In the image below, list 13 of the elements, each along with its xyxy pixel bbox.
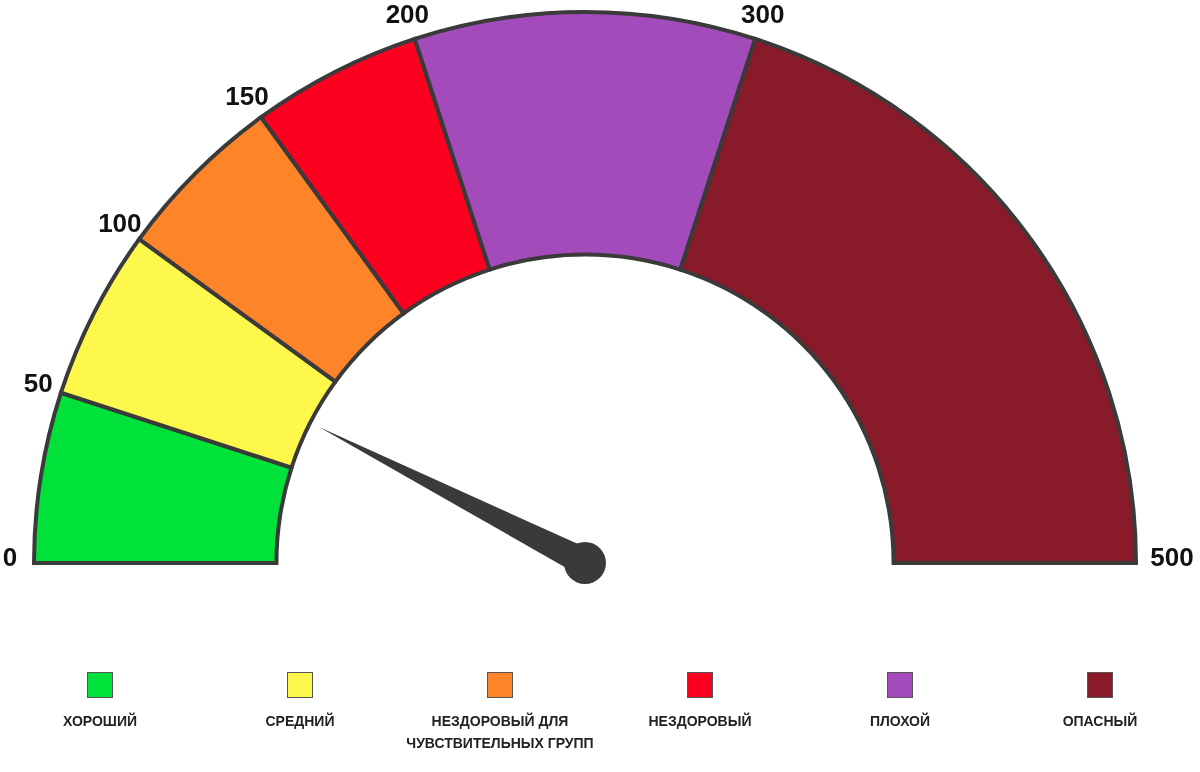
text: 100: [98, 208, 142, 239]
text: 0: [2, 542, 18, 573]
legend-label: ОПАСНЫЙ: [1062, 711, 1138, 731]
text: 50: [23, 368, 53, 399]
legend-label: ХОРОШИЙ: [62, 711, 138, 731]
legend-label: ПЛОХОЙ: [869, 711, 931, 731]
text: 150: [225, 80, 269, 111]
text: 500: [1150, 542, 1194, 573]
text: 200: [385, 0, 430, 30]
legend-label: СРЕДНИЙ: [265, 711, 335, 731]
legend-label: НЕЗДОРОВЫЙ ДЛЯ ЧУВСТВИТЕЛЬНЫХ ГРУПП: [405, 711, 595, 753]
text: 300: [740, 0, 785, 30]
legend-label: НЕЗДОРОВЫЙ: [648, 711, 752, 731]
